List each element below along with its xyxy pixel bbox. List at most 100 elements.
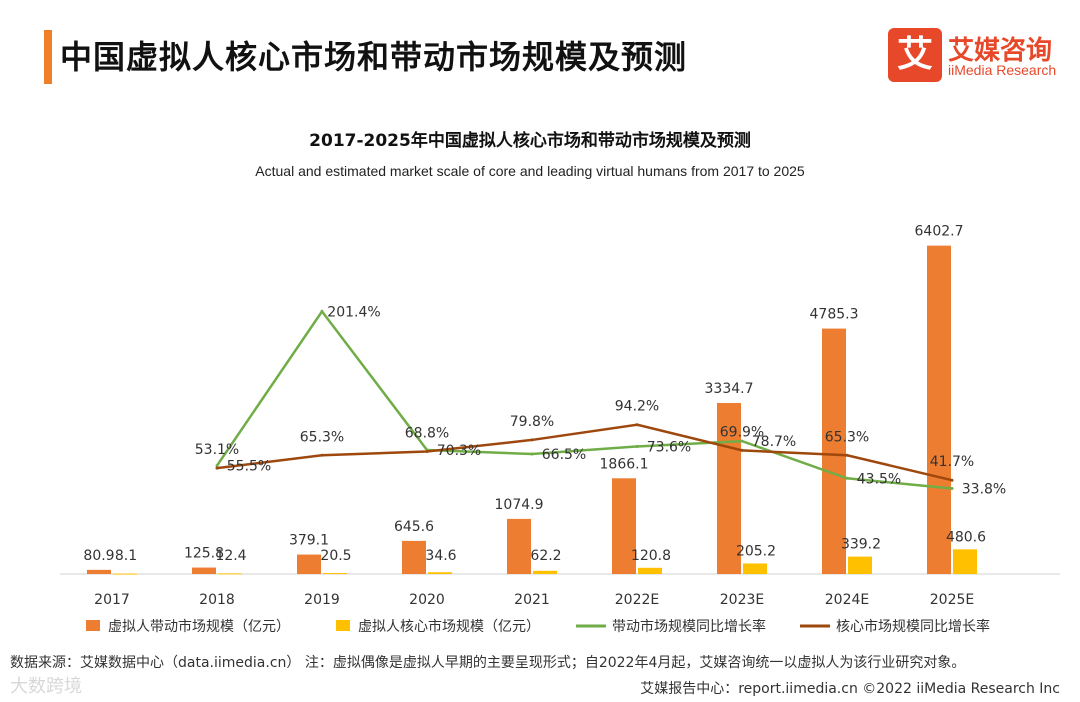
label-core-2019: 20.5 bbox=[320, 548, 351, 564]
growth-rate-lines bbox=[215, 309, 954, 491]
label-rate-3-2023E: 69.9% bbox=[720, 424, 764, 440]
x-tick-2018: 2018 bbox=[199, 592, 235, 608]
watermark: 大数跨境 bbox=[10, 676, 82, 697]
point-2-2019 bbox=[320, 309, 324, 313]
label-leading-2017: 80.9 bbox=[83, 548, 114, 564]
bar-core-2024E bbox=[848, 556, 872, 574]
label-leading-2020: 645.6 bbox=[394, 519, 434, 535]
bar-core-2020 bbox=[428, 572, 452, 574]
chart-subtitle: Actual and estimated market scale of cor… bbox=[255, 163, 805, 179]
label-core-2017: 8.1 bbox=[115, 548, 137, 564]
label-leading-2023E: 3334.7 bbox=[705, 381, 754, 397]
point-3-2020 bbox=[425, 450, 429, 454]
legend-swatch-0 bbox=[86, 620, 100, 631]
label-core-2022E: 120.8 bbox=[631, 548, 671, 564]
bar-core-2022E bbox=[638, 567, 662, 574]
x-tick-2024E: 2024E bbox=[825, 592, 869, 608]
x-tick-2019: 2019 bbox=[304, 592, 340, 608]
label-leading-2021: 1074.9 bbox=[495, 497, 544, 513]
label-rate-2-2021: 66.5% bbox=[542, 447, 586, 463]
iimedia-logo: 艾 艾媒咨询 iiMedia Research bbox=[888, 28, 1068, 84]
bar-core-2021 bbox=[533, 570, 557, 574]
point-3-2018 bbox=[215, 466, 219, 470]
label-rate-3-2021: 79.8% bbox=[510, 414, 554, 430]
label-leading-2022E: 1866.1 bbox=[600, 456, 649, 472]
chart-title: 2017-2025年中国虚拟人核心市场和带动市场规模及预测 bbox=[309, 130, 751, 151]
label-core-2021: 62.2 bbox=[530, 548, 561, 564]
x-tick-2021: 2021 bbox=[514, 592, 550, 608]
legend-swatch-1 bbox=[336, 620, 350, 631]
point-3-2025E bbox=[950, 478, 954, 482]
point-3-2023E bbox=[740, 448, 744, 452]
label-rate-2-2019: 201.4% bbox=[327, 304, 380, 320]
label-rate-2-2020: 70.3% bbox=[437, 443, 481, 459]
point-3-2021 bbox=[530, 438, 534, 442]
point-3-2022E bbox=[635, 423, 639, 427]
line-core-growth bbox=[216, 423, 953, 482]
label-rate-3-2019: 65.3% bbox=[300, 429, 344, 445]
label-rate-2-2024E: 43.5% bbox=[857, 471, 901, 487]
label-core-2024E: 339.2 bbox=[841, 537, 881, 553]
legend-label-2: 带动市场规模同比增长率 bbox=[612, 618, 766, 635]
x-tick-2023E: 2023E bbox=[720, 592, 764, 608]
bar-leading-2025E bbox=[927, 245, 951, 575]
page-title: 中国虚拟人核心市场和带动市场规模及预测 bbox=[60, 38, 688, 76]
label-rate-2-2018: 55.5% bbox=[227, 459, 271, 475]
bar-core-2019 bbox=[323, 572, 347, 574]
bar-leading-2024E bbox=[822, 328, 846, 574]
bar-leading-2019 bbox=[297, 554, 321, 574]
bar-leading-2022E bbox=[612, 478, 636, 574]
logo-mark-icon: 艾 bbox=[888, 28, 942, 82]
bar-leading-2020 bbox=[402, 540, 426, 574]
data-labels: 80.9 8.1 125.812.4 379.120.5 645.6 34.6 1074.9… bbox=[83, 224, 1006, 564]
point-2-2023E bbox=[740, 439, 744, 443]
logo-english-name: iiMedia Research bbox=[948, 62, 1057, 78]
label-core-2025E: 480.6 bbox=[946, 529, 986, 545]
label-leading-2025E: 6402.7 bbox=[915, 224, 964, 240]
label-leading-2019: 379.1 bbox=[289, 533, 329, 549]
label-rate-2-2022E: 73.6% bbox=[647, 439, 691, 455]
logo-chinese-name: 艾媒咨询 bbox=[948, 36, 1053, 66]
label-rate-3-2020: 68.8% bbox=[405, 426, 449, 442]
label-leading-2024E: 4785.3 bbox=[810, 307, 859, 323]
point-3-2019 bbox=[320, 453, 324, 457]
footer-source: 艾媒报告中心：report.iimedia.cn ©2022 iiMedia R… bbox=[640, 681, 1060, 697]
label-rate-3-2025E: 41.7% bbox=[930, 454, 974, 470]
market-scale-chart: 2017-2025年中国虚拟人核心市场和带动市场规模及预测 Actual and… bbox=[60, 130, 1060, 635]
title-accent-bar bbox=[44, 30, 52, 84]
label-core-2018: 12.4 bbox=[215, 548, 246, 564]
bar-leading-2017 bbox=[87, 569, 111, 574]
label-core-2020: 34.6 bbox=[425, 548, 456, 564]
chart-legend: 虚拟人带动市场规模（亿元） 虚拟人核心市场规模（亿元） 带动市场规模同比增长率 核心市… bbox=[86, 618, 990, 635]
bar-leading-2021 bbox=[507, 518, 531, 574]
legend-label-0: 虚拟人带动市场规模（亿元） bbox=[108, 618, 290, 635]
x-axis-ticks: 2017 2018 2019 2020 2021 2022E 2023E 2024E 2025E bbox=[94, 592, 974, 608]
x-tick-2025E: 2025E bbox=[930, 592, 974, 608]
point-2-2025E bbox=[950, 487, 954, 491]
bar-core-2017 bbox=[113, 573, 137, 575]
bar-leading-2023E bbox=[717, 402, 741, 574]
label-rate-3-2024E: 65.3% bbox=[825, 429, 869, 445]
label-leading-2018: 125.8 bbox=[184, 546, 224, 562]
line-leading-growth bbox=[215, 309, 953, 490]
footer-note: 数据来源：艾媒数据中心（data.iimedia.cn） 注：虚拟偶像是虚拟人早… bbox=[10, 655, 966, 671]
point-3-2024E bbox=[845, 453, 849, 457]
legend-label-1: 虚拟人核心市场规模（亿元） bbox=[358, 618, 540, 635]
label-rate-3-2018: 53.1% bbox=[195, 442, 239, 458]
bar-leading-2018 bbox=[192, 567, 216, 574]
label-rate-2-2023E: 78.7% bbox=[752, 434, 796, 450]
x-tick-2020: 2020 bbox=[409, 592, 445, 608]
point-2-2018 bbox=[215, 464, 219, 468]
core-market-bars bbox=[113, 549, 977, 575]
x-tick-2017: 2017 bbox=[94, 592, 130, 608]
bar-core-2023E bbox=[743, 563, 767, 574]
point-2-2021 bbox=[530, 452, 534, 456]
label-core-2023E: 205.2 bbox=[736, 543, 776, 559]
point-2-2022E bbox=[635, 444, 639, 448]
label-rate-3-2022E: 94.2% bbox=[615, 399, 659, 415]
legend-label-3: 核心市场规模同比增长率 bbox=[836, 618, 990, 635]
x-tick-2022E: 2022E bbox=[615, 592, 659, 608]
label-rate-2-2025E: 33.8% bbox=[962, 482, 1006, 498]
bar-core-2025E bbox=[953, 549, 977, 574]
point-2-2024E bbox=[845, 476, 849, 480]
